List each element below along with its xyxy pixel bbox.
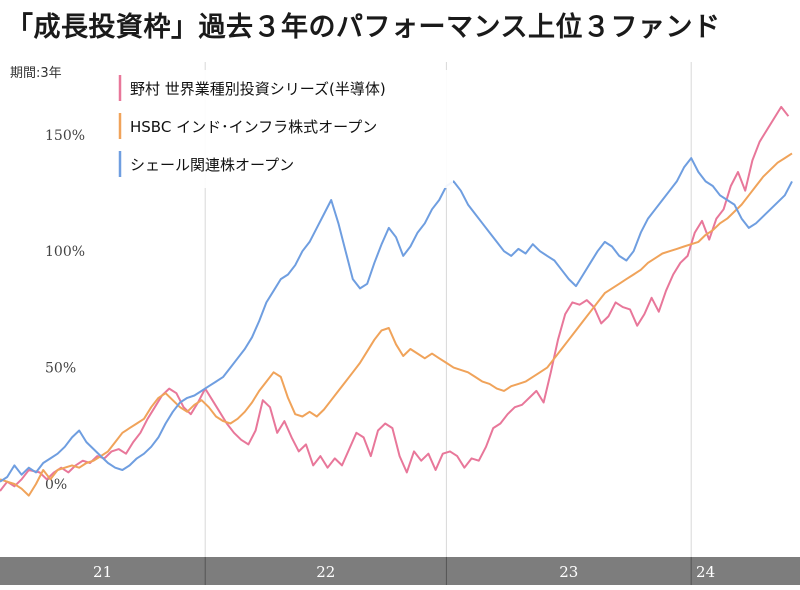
x-axis: 21 22 23 24: [0, 62, 800, 585]
legend: 野村 世界業種別投資シリーズ(半導体) HSBC インド･インフラ株式オープンシェ…: [108, 70, 453, 188]
series-line-1: [0, 105, 790, 492]
legend-box: [108, 70, 453, 188]
series-line-2: [0, 152, 793, 497]
y-tick-label: 100%: [45, 244, 85, 260]
y-tick-label: 50%: [45, 361, 76, 377]
chart-title: 「成長投資枠」過去３年のパフォーマンス上位３ファンド: [6, 12, 721, 43]
legend-label: HSBC インド･インフラ株式オープン: [130, 118, 377, 136]
x-tick-label: 23: [559, 563, 578, 581]
x-axis-band: [0, 557, 800, 585]
x-tick-label: 22: [316, 563, 335, 581]
x-tick-label: 21: [93, 563, 112, 581]
y-tick-label: 0%: [45, 477, 67, 493]
legend-label: 野村 世界業種別投資シリーズ(半導体): [130, 80, 386, 98]
series-lines: [0, 105, 793, 497]
period-label: 期間:3年: [10, 66, 62, 81]
y-axis: 0% 50% 100% 150%: [45, 128, 85, 493]
series-line-3: [0, 157, 793, 483]
x-tick-label: 24: [696, 563, 715, 581]
y-tick-label: 150%: [45, 128, 85, 144]
legend-label: シェール関連株オープン: [130, 156, 294, 174]
